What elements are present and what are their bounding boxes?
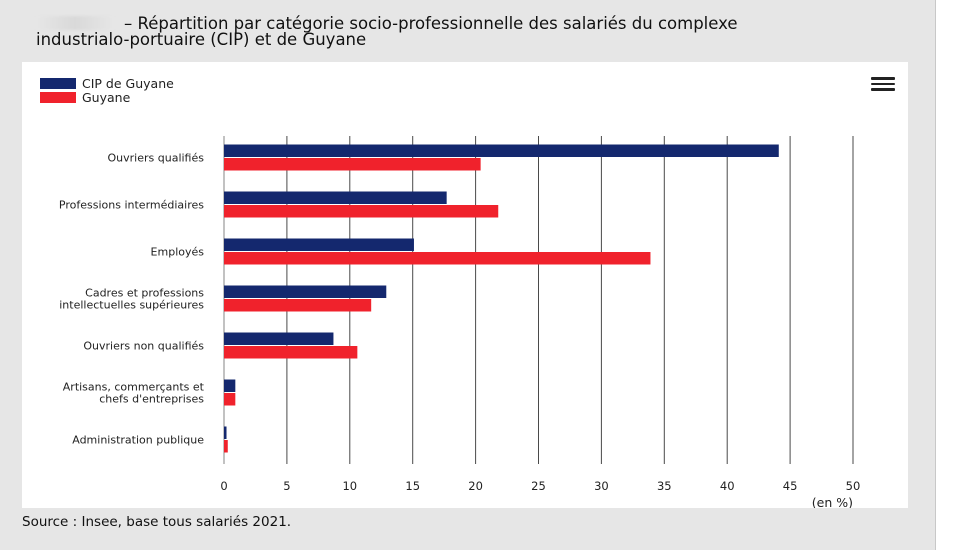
- legend-label-guyane: Guyane: [82, 89, 131, 105]
- chart-panel: CIP de Guyane Guyane 0 5 10 15 20 25 30 35 40 45 5…: [22, 62, 908, 508]
- legend-item-guyane[interactable]: Guyane: [40, 89, 174, 105]
- x-tick-label-10: 10: [342, 479, 357, 493]
- bar-cip-2: [224, 238, 414, 251]
- legend-item-cip[interactable]: CIP de Guyane: [40, 75, 174, 91]
- category-label-5-line-1: chefs d'entreprises: [99, 393, 204, 406]
- chart-legend: CIP de Guyane Guyane: [40, 75, 174, 105]
- x-tick-label-50: 50: [846, 479, 861, 493]
- category-label-4: Ouvriers non qualifiés: [83, 340, 204, 353]
- x-tick-label-45: 45: [783, 479, 798, 493]
- hamburger-menu-icon[interactable]: [871, 77, 895, 93]
- category-label-1: Professions intermédiaires: [59, 199, 204, 212]
- bar-guyane-2: [224, 252, 651, 265]
- x-tick-label-15: 15: [405, 479, 420, 493]
- legend-swatch-cip: [40, 77, 76, 89]
- x-tick-label-40: 40: [720, 479, 735, 493]
- bar-cip-4: [224, 332, 334, 345]
- bar-cip-6: [224, 426, 227, 439]
- x-tick-label-20: 20: [468, 479, 483, 493]
- window-edge: [935, 0, 970, 550]
- bar-guyane-3: [224, 299, 372, 312]
- legend-label-cip: CIP de Guyane: [82, 75, 174, 91]
- category-label-3-line-1: intellectuelles supérieures: [59, 299, 204, 312]
- bar-guyane-6: [224, 440, 228, 453]
- x-unit-label: (en %): [812, 495, 853, 508]
- redacted-figure-number: [36, 16, 114, 30]
- bar-cip-5: [224, 379, 236, 392]
- category-label-3-line-0: Cadres et professions: [85, 287, 204, 300]
- category-label-2: Employés: [151, 246, 205, 259]
- category-label-5-line-0: Artisans, commerçants et: [63, 381, 205, 394]
- bar-chart: 0 5 10 15 20 25 30 35 40 45 50 (en %) Ouvriers quali…: [59, 136, 861, 508]
- bar-guyane-1: [224, 205, 499, 218]
- bar-cip-3: [224, 285, 387, 298]
- bar-cip-0: [224, 144, 779, 157]
- x-tick-label-25: 25: [531, 479, 546, 493]
- heading-line-2: industrialo-portuaire (CIP) et de Guyane: [36, 30, 367, 49]
- bar-guyane-5: [224, 393, 236, 406]
- legend-swatch-guyane: [40, 91, 76, 103]
- bar-cip-1: [224, 191, 447, 204]
- category-label-6: Administration publique: [72, 434, 204, 447]
- x-tick-label-30: 30: [594, 479, 609, 493]
- x-tick-label-0: 0: [220, 479, 227, 493]
- source-note: Source : Insee, base tous salariés 2021.: [22, 514, 292, 530]
- bar-guyane-0: [224, 158, 481, 171]
- chart-heading: – Répartition par catégorie socio-profes…: [36, 14, 931, 49]
- x-tick-label-35: 35: [657, 479, 672, 493]
- category-label-0: Ouvriers qualifiés: [108, 152, 205, 165]
- bar-guyane-4: [224, 346, 358, 359]
- x-tick-label-5: 5: [283, 479, 290, 493]
- heading-line-1: – Répartition par catégorie socio-profes…: [124, 14, 738, 33]
